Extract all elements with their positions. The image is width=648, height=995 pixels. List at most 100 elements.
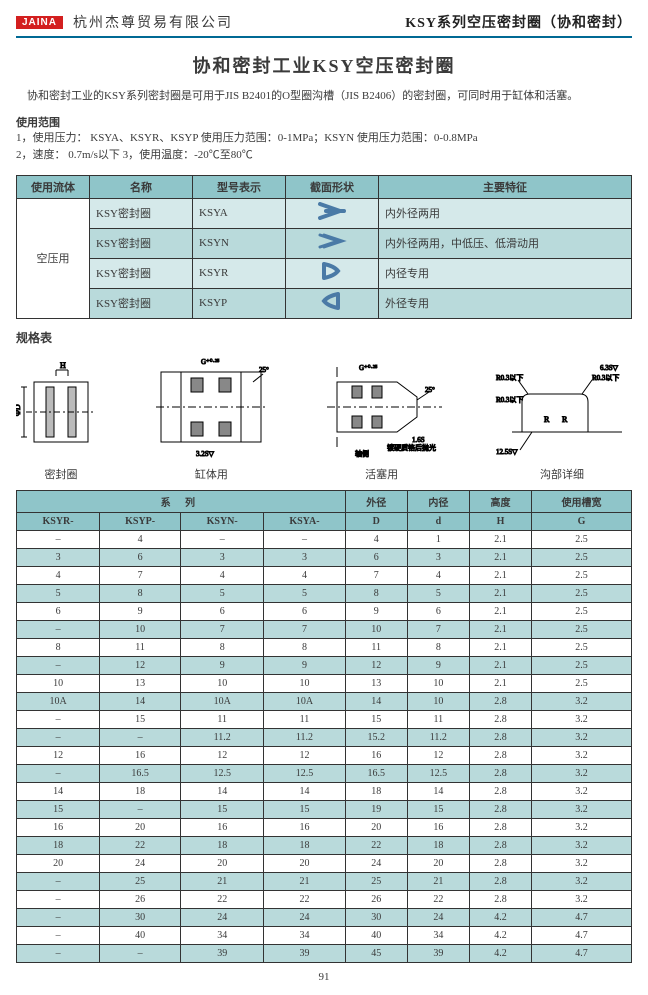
table-cell: 11 — [100, 638, 181, 656]
table-cell: 2.1 — [469, 638, 531, 656]
type-cell: KSYR — [193, 258, 286, 288]
table-cell: 10 — [17, 674, 100, 692]
table-cell: 2.8 — [469, 764, 531, 782]
table-cell: 39 — [407, 944, 469, 962]
table-cell: 24 — [100, 854, 181, 872]
table-cell: 13 — [345, 674, 407, 692]
th-name: 名称 — [90, 175, 193, 198]
table-cell: 2.5 — [532, 584, 632, 602]
table-cell: 20 — [345, 818, 407, 836]
table-cell: 3 — [407, 548, 469, 566]
table-cell: 12 — [100, 656, 181, 674]
table-cell: 14 — [345, 692, 407, 710]
company-name: 杭州杰尊贸易有限公司 — [73, 12, 405, 32]
type-cell: 内外径两用，中低压、低滑动用 — [379, 228, 632, 258]
th-G-label: 使用槽宽 — [532, 490, 632, 512]
svg-text:R: R — [544, 415, 550, 424]
table-row: –26222226222.83.2 — [17, 890, 632, 908]
page-title-right: KSY系列空压密封圈（协和密封） — [405, 12, 632, 32]
svg-text:G⁺⁰·²⁵: G⁺⁰·²⁵ — [359, 364, 378, 372]
type-cell: 外径专用 — [379, 288, 632, 318]
table-cell: – — [17, 944, 100, 962]
table-cell: 10 — [100, 620, 181, 638]
table-cell: 3 — [17, 548, 100, 566]
table-cell: 11.2 — [407, 728, 469, 746]
table-cell: 4.7 — [532, 908, 632, 926]
svg-text:R0.3以下: R0.3以下 — [592, 374, 619, 382]
th-H-label: 高度 — [469, 490, 531, 512]
table-cell: 21 — [264, 872, 345, 890]
table-cell: 20 — [100, 818, 181, 836]
table-cell: 14 — [17, 782, 100, 800]
table-cell: 7 — [407, 620, 469, 638]
table-cell: 2.8 — [469, 800, 531, 818]
table-cell: 25 — [345, 872, 407, 890]
table-cell: 3.2 — [532, 818, 632, 836]
header-bar: JAINA 杭州杰尊贸易有限公司 KSY系列空压密封圈（协和密封） — [16, 12, 632, 38]
diagram-seal: H ΦD 密封圈 — [16, 362, 106, 482]
table-row: 2024202024202.83.2 — [17, 854, 632, 872]
table-cell: 4.2 — [469, 908, 531, 926]
table-row: –16.512.512.516.512.52.83.2 — [17, 764, 632, 782]
table-cell: 22 — [100, 836, 181, 854]
table-cell: 5 — [17, 584, 100, 602]
table-cell: 11.2 — [264, 728, 345, 746]
table-cell: 4 — [407, 566, 469, 584]
table-cell: 11 — [345, 638, 407, 656]
table-cell: 20 — [264, 854, 345, 872]
table-cell: 11.2 — [181, 728, 264, 746]
table-row: 1822181822182.83.2 — [17, 836, 632, 854]
table-cell: 18 — [181, 836, 264, 854]
svg-text:3.2S▽: 3.2S▽ — [196, 450, 215, 458]
table-row: 15–151519152.83.2 — [17, 800, 632, 818]
table-cell: 2.5 — [532, 530, 632, 548]
table-cell: 9 — [345, 602, 407, 620]
table-cell: 4 — [100, 530, 181, 548]
table-row: 6966962.12.5 — [17, 602, 632, 620]
table-cell: 26 — [345, 890, 407, 908]
spec-data-table: 系 列 外径 内径 高度 使用槽宽 KSYR-KSYP-KSYN-KSYA-Dd… — [16, 490, 632, 963]
table-cell: 2.1 — [469, 620, 531, 638]
type-cell: KSY密封圈 — [90, 198, 193, 228]
table-cell: 2.8 — [469, 872, 531, 890]
table-cell: – — [17, 656, 100, 674]
table-cell: 2.1 — [469, 602, 531, 620]
svg-text:镀硬质铬后抛光: 镀硬质铬后抛光 — [387, 443, 436, 452]
table-cell: – — [100, 944, 181, 962]
table-cell: 4 — [17, 566, 100, 584]
svg-text:ΦD: ΦD — [16, 404, 22, 416]
table-row: –4––412.12.5 — [17, 530, 632, 548]
table-cell: 8 — [17, 638, 100, 656]
svg-text:H: H — [60, 362, 66, 370]
table-cell: 10 — [181, 674, 264, 692]
table-cell: 15 — [407, 800, 469, 818]
spec-label: 规格表 — [16, 329, 632, 346]
table-cell: 6 — [264, 602, 345, 620]
usage-line-1: 1，使用压力： KSYA、KSYR、KSYP 使用压力范围：0-1MPa；KSY… — [16, 130, 632, 148]
table-cell: 2.8 — [469, 836, 531, 854]
type-cell: KSYN — [193, 228, 286, 258]
table-cell: 4 — [264, 566, 345, 584]
table-cell: 9 — [264, 656, 345, 674]
table-cell: 9 — [407, 656, 469, 674]
table-cell: 15 — [100, 710, 181, 728]
table-cell: 3 — [264, 548, 345, 566]
table-cell: 10A — [264, 692, 345, 710]
table-cell: 9 — [100, 602, 181, 620]
th-model: 型号表示 — [193, 175, 286, 198]
table-cell: 4.2 — [469, 944, 531, 962]
table-cell: 22 — [345, 836, 407, 854]
table-row: ––11.211.215.211.22.83.2 — [17, 728, 632, 746]
table-cell: 6 — [100, 548, 181, 566]
table-cell: 3.2 — [532, 782, 632, 800]
table-cell: 24 — [181, 908, 264, 926]
th-series: KSYR- — [17, 512, 100, 530]
table-cell: 1 — [407, 530, 469, 548]
table-cell: 3.2 — [532, 692, 632, 710]
table-cell: 16 — [100, 746, 181, 764]
svg-text:R0.3以下: R0.3以下 — [496, 396, 523, 404]
table-cell: 30 — [345, 908, 407, 926]
table-cell: 18 — [17, 836, 100, 854]
table-cell: – — [100, 728, 181, 746]
svg-text:R0.3以下: R0.3以下 — [496, 374, 523, 382]
